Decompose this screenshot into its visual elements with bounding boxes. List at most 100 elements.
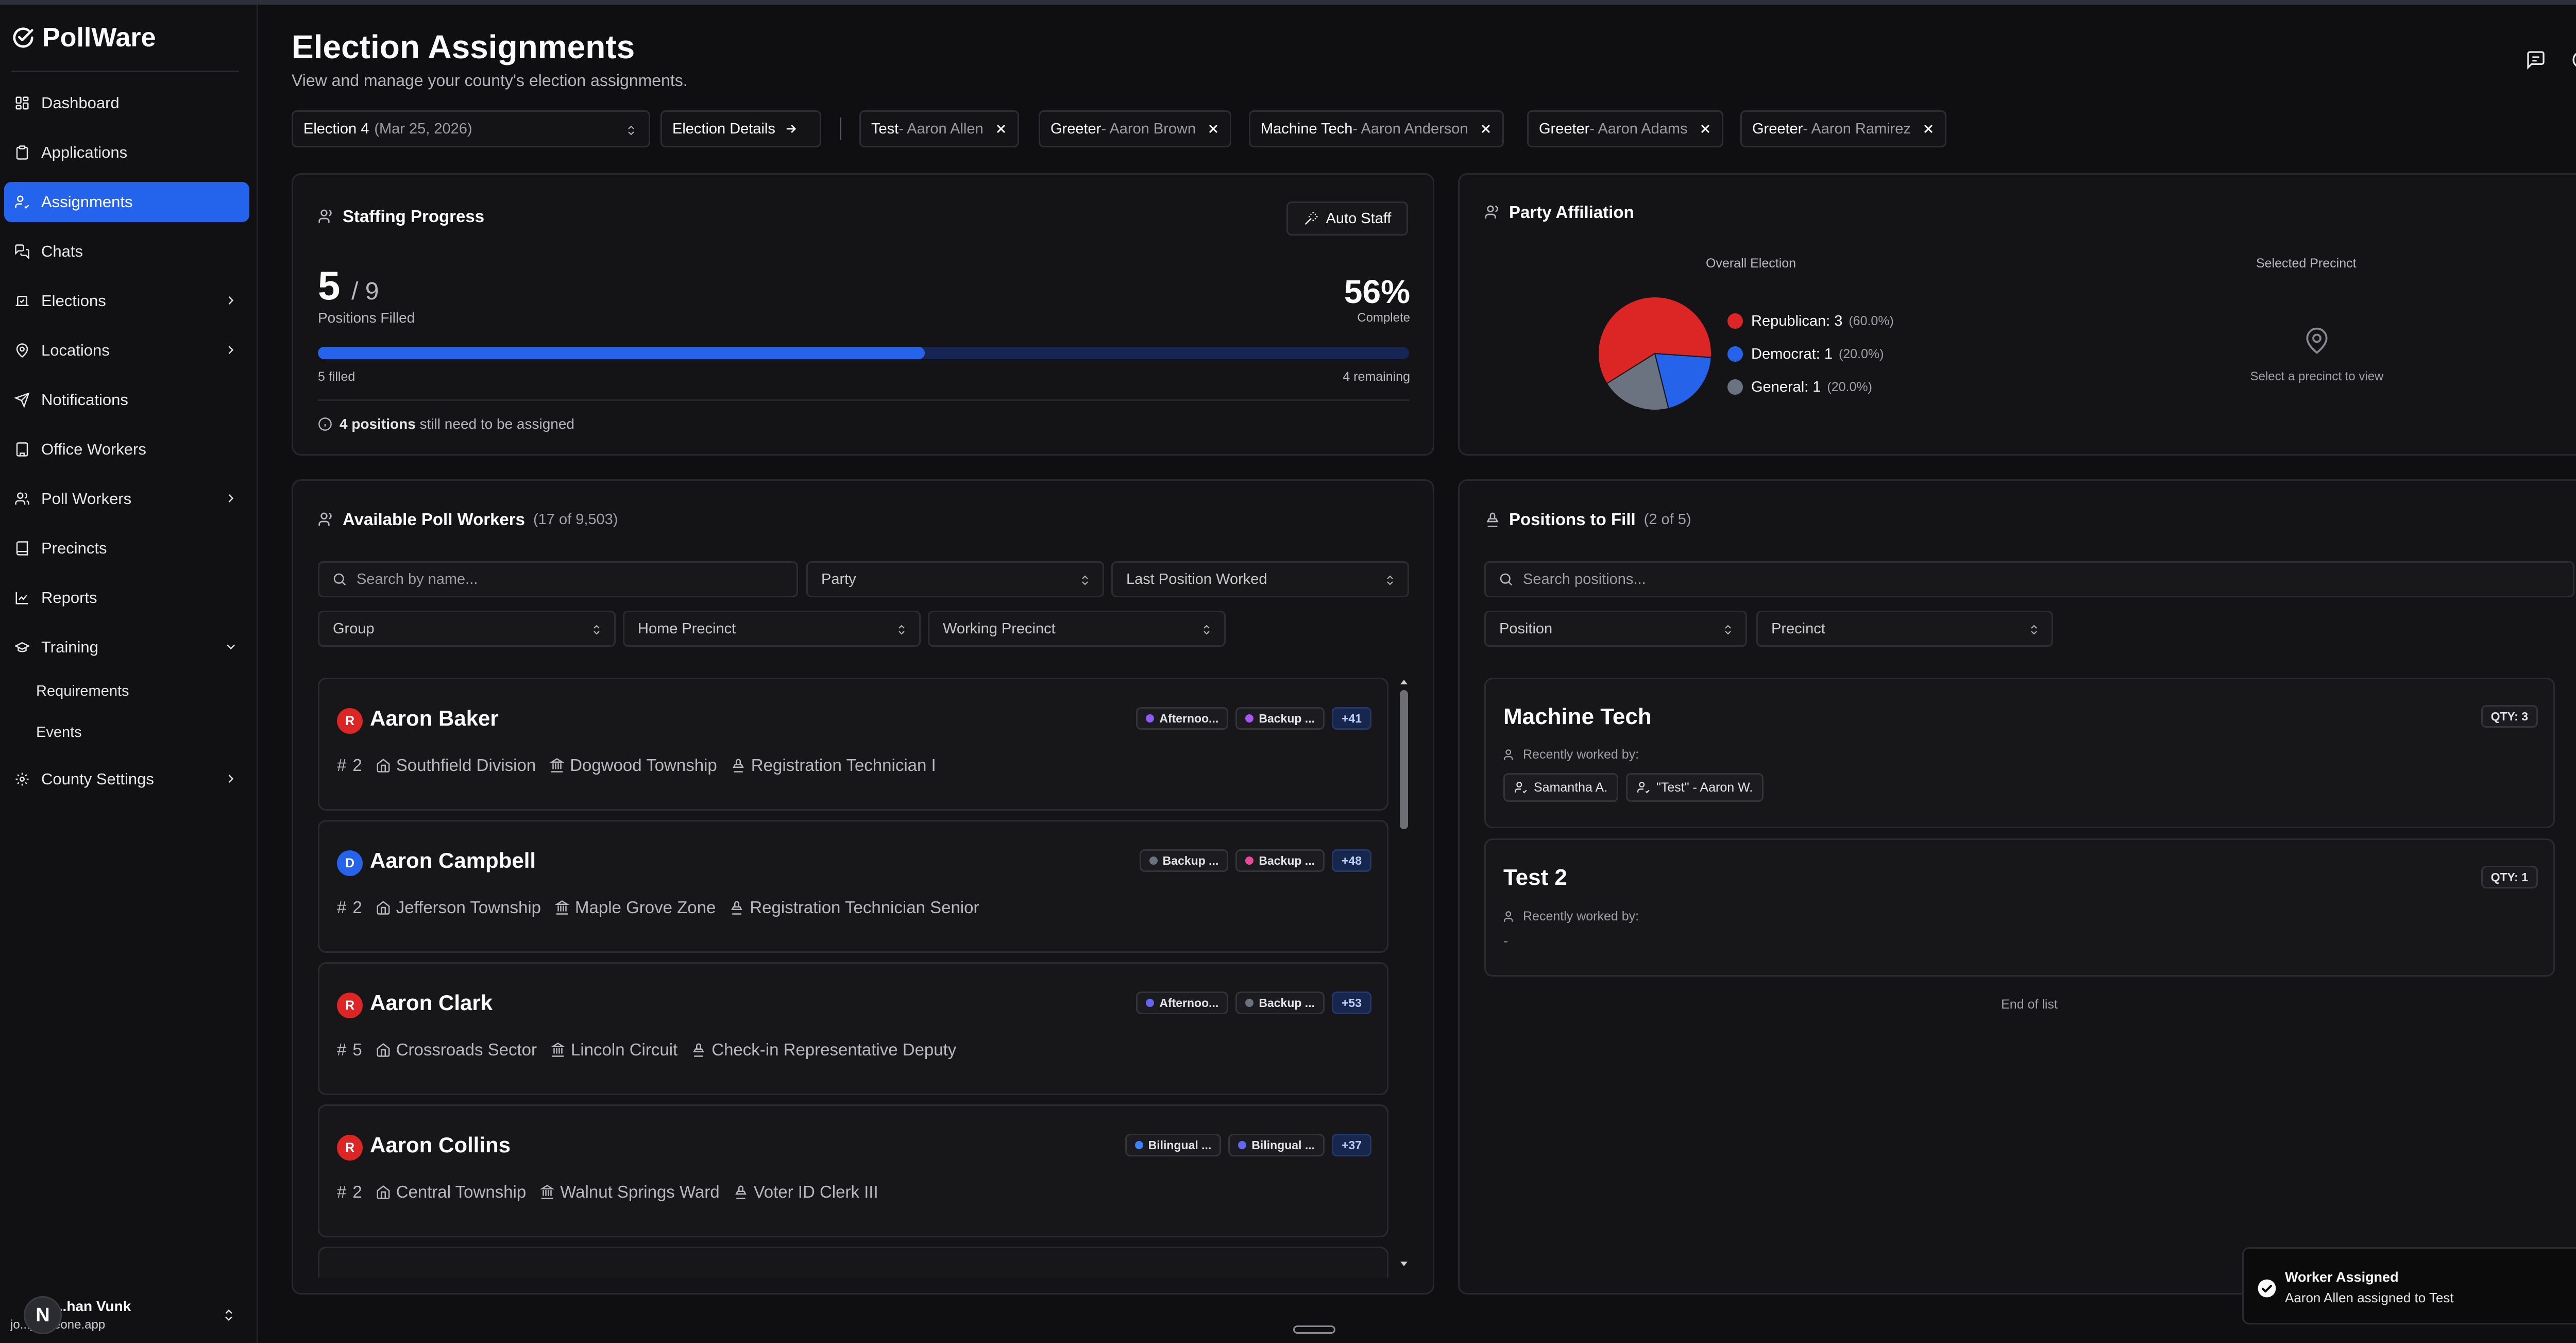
assignment-chip[interactable]: Machine Tech - Aaron Anderson xyxy=(1249,110,1504,147)
scroll-up-icon[interactable] xyxy=(1399,678,1409,686)
election-select[interactable]: Election 4 (Mar 25, 2026) xyxy=(292,110,650,147)
position-search-input[interactable]: Search positions... xyxy=(1484,561,2574,597)
arrow-right-icon xyxy=(786,125,796,133)
qty-badge: QTY: 3 xyxy=(2481,705,2538,728)
assignment-chip[interactable]: Test - Aaron Allen xyxy=(859,110,1019,147)
chip-person: - Aaron Brown xyxy=(1101,120,1196,137)
close-icon[interactable] xyxy=(1922,123,1935,135)
worker-name: Aaron Clark xyxy=(370,991,493,1015)
party-filter-select[interactable]: Party xyxy=(806,561,1104,597)
chip-person: - Aaron Adams xyxy=(1589,120,1688,137)
sidebar-item-elections[interactable]: Elections xyxy=(4,281,249,321)
group-filter-select[interactable]: Group xyxy=(318,611,616,647)
recent-worker-chip[interactable]: Samantha A. xyxy=(1503,773,1619,802)
worker-row[interactable]: R Aaron Baker Afternoo... Backup ... +41… xyxy=(318,678,1388,811)
worker-search-input[interactable]: Search by name... xyxy=(318,561,798,597)
sidebar-item-dashboard[interactable]: Dashboard xyxy=(4,83,249,123)
home-precinct: Crossroads Sector xyxy=(376,1040,537,1060)
more-tags-badge[interactable]: +53 xyxy=(1331,992,1371,1014)
scrollbar-thumb[interactable] xyxy=(1400,690,1408,829)
worker-row-partial[interactable] xyxy=(318,1247,1388,1278)
sidebar-subitem-requirements[interactable]: Requirements xyxy=(36,682,129,699)
divider xyxy=(840,117,841,140)
sidebar-item-precincts[interactable]: Precincts xyxy=(4,528,249,568)
legend-label: General: 1 xyxy=(1751,378,1821,395)
position-name: Test 2 xyxy=(1503,865,1567,890)
positions-filled-count: 5 / 9 xyxy=(318,262,379,309)
close-icon[interactable] xyxy=(1699,123,1711,135)
pie-slice-democrat[interactable] xyxy=(1654,352,1712,409)
sidebar-item-training[interactable]: Training xyxy=(4,627,249,667)
divider xyxy=(318,399,1409,401)
scroll-down-icon[interactable] xyxy=(1399,1260,1409,1268)
assignment-chip[interactable]: Greeter - Aaron Adams xyxy=(1527,110,1723,147)
worker-row[interactable]: R Aaron Collins Bilingual ... Bilingual … xyxy=(318,1104,1388,1237)
sidebar-item-county-settings[interactable]: County Settings xyxy=(4,759,249,799)
sidebar-item-applications[interactable]: Applications xyxy=(4,132,249,173)
worker-row[interactable]: D Aaron Campbell Backup ... Backup ... +… xyxy=(318,820,1388,953)
chevron-right-icon xyxy=(228,296,234,305)
close-icon[interactable] xyxy=(995,123,1007,135)
tag: Bilingual ... xyxy=(1125,1134,1222,1156)
election-date: (Mar 25, 2026) xyxy=(374,120,472,137)
brand[interactable]: PollWare xyxy=(11,22,156,53)
users-icon xyxy=(1504,749,1513,760)
election-details-button[interactable]: Election Details xyxy=(660,110,821,147)
position-filter-select[interactable]: Position xyxy=(1484,611,1747,647)
sidebar-item-locations[interactable]: Locations xyxy=(4,330,249,371)
more-tags-badge[interactable]: +48 xyxy=(1331,849,1371,872)
legend-item-republican: Republican: 3 (60.0%) xyxy=(1727,310,1894,332)
pie-slice-general[interactable] xyxy=(1606,352,1669,411)
close-icon[interactable] xyxy=(1480,123,1492,135)
recent-worker-chip[interactable]: "Test" - Aaron W. xyxy=(1626,773,1764,802)
qty-badge: QTY: 1 xyxy=(2481,866,2538,888)
party-badge: R xyxy=(337,708,363,734)
auto-staff-button[interactable]: Auto Staff xyxy=(1286,202,1408,236)
chevrons-up-down-icon xyxy=(225,1310,232,1321)
pie-slice-republican[interactable] xyxy=(1598,296,1712,384)
user-name: ...han Vunk xyxy=(55,1298,131,1314)
more-tags-badge[interactable]: +37 xyxy=(1331,1134,1371,1156)
worker-list-scrollbar[interactable] xyxy=(1399,678,1409,1268)
end-of-list-label: End of list xyxy=(2001,997,2058,1012)
worker-meta: #2 Central Township Walnut Springs Ward … xyxy=(337,1182,892,1202)
message-square-icon[interactable] xyxy=(2526,49,2546,70)
selected-precinct-label: Selected Precinct xyxy=(2256,256,2357,271)
user-menu[interactable]: jo..._voteone.app ...han Vunk N xyxy=(10,1296,247,1337)
toast-message: Aaron Allen assigned to Test xyxy=(2285,1290,2454,1305)
moon-icon[interactable] xyxy=(2571,49,2576,70)
last-position: Voter ID Clerk III xyxy=(733,1182,878,1202)
position-card[interactable]: Test 2 QTY: 1 Recently worked by: - xyxy=(1484,838,2555,977)
toast-notification[interactable]: Worker Assigned Aaron Allen assigned to … xyxy=(2242,1247,2576,1324)
sidebar-item-notifications[interactable]: Notifications xyxy=(4,380,249,420)
chevrons-up-down-icon xyxy=(899,625,905,635)
sidebar-item-label: Applications xyxy=(41,143,128,161)
legend-swatch xyxy=(1727,379,1743,395)
chip-person: - Aaron Allen xyxy=(899,120,984,137)
assignment-chip[interactable]: Greeter - Aaron Brown xyxy=(1039,110,1232,147)
close-icon[interactable] xyxy=(1207,123,1219,135)
card-title: Available Poll Workers (17 of 9,503) xyxy=(318,510,618,529)
sidebar-item-office-workers[interactable]: Office Workers xyxy=(4,429,249,469)
home-icon xyxy=(377,759,390,773)
sidebar-item-label: Chats xyxy=(41,242,83,260)
worker-row[interactable]: R Aaron Clark Afternoo... Backup ... +53… xyxy=(318,962,1388,1095)
party-affiliation-card: Party Affiliation Overall Election Selec… xyxy=(1458,173,2576,456)
sidebar-subitem-events[interactable]: Events xyxy=(36,724,82,741)
user-check-icon xyxy=(13,193,31,211)
sidebar-item-chats[interactable]: Chats xyxy=(4,231,249,272)
sidebar-item-assignments[interactable]: Assignments xyxy=(4,182,249,222)
assignment-chip[interactable]: Greeter - Aaron Ramirez xyxy=(1740,110,1946,147)
sidebar-item-poll-workers[interactable]: Poll Workers xyxy=(4,479,249,519)
home-precinct-filter-select[interactable]: Home Precinct xyxy=(623,611,921,647)
more-tags-badge[interactable]: +41 xyxy=(1331,707,1371,730)
home-precinct: Jefferson Township xyxy=(376,898,541,917)
resize-handle[interactable] xyxy=(1293,1325,1335,1334)
position-card[interactable]: Machine Tech QTY: 3 Recently worked by: … xyxy=(1484,678,2555,828)
precinct-filter-select[interactable]: Precinct xyxy=(1756,611,2053,647)
working-precinct-filter-select[interactable]: Working Precinct xyxy=(928,611,1226,647)
worker-meta: #2 Jefferson Township Maple Grove Zone R… xyxy=(337,898,992,917)
last-position-filter-select[interactable]: Last Position Worked xyxy=(1111,561,1409,597)
card-title-text: Positions to Fill xyxy=(1509,510,1636,529)
sidebar-item-reports[interactable]: Reports xyxy=(4,578,249,618)
